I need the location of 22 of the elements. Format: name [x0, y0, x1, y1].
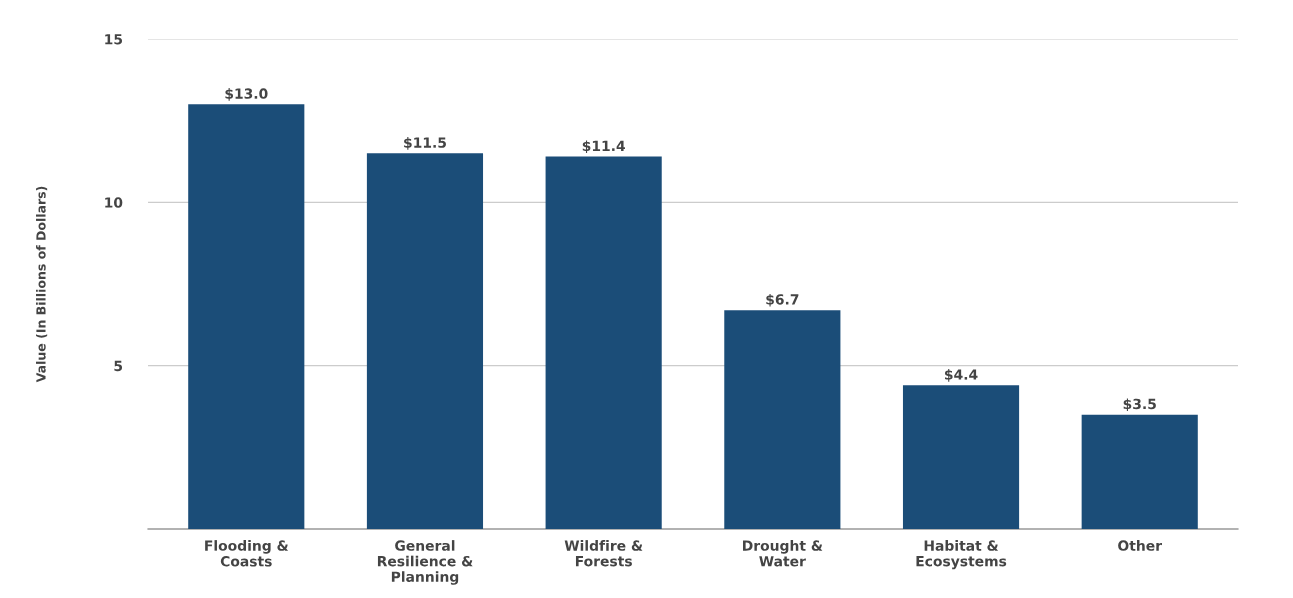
x-tick-label: Flooding & Coasts	[205, 540, 289, 567]
data-label: $13.0	[225, 88, 268, 101]
x-tick-label: Wildfire & Forests	[564, 540, 643, 567]
bar	[545, 156, 662, 529]
data-label: $11.4	[582, 140, 625, 153]
bar	[366, 153, 484, 529]
y-tick-label: 15	[105, 34, 123, 45]
data-label: $6.7	[766, 293, 799, 307]
bar	[1081, 414, 1198, 529]
data-label: $11.5	[404, 137, 446, 150]
x-tick-label: Habitat & Ecosystems	[916, 540, 1007, 570]
y-tick-label: 10	[105, 197, 123, 208]
data-label: $4.4	[944, 369, 978, 382]
x-tick-label: Other	[1118, 540, 1162, 551]
x-tick-label: General Resilience & Planning	[377, 540, 473, 585]
y-tick-label: 5	[114, 360, 123, 372]
y-axis-title: Value (In Billions of Dollars)	[36, 186, 48, 383]
bar	[902, 385, 1020, 529]
bar	[188, 104, 305, 529]
x-tick-label: Drought & Water	[743, 540, 823, 567]
bar	[724, 310, 841, 529]
data-label: $3.5	[1123, 398, 1156, 412]
